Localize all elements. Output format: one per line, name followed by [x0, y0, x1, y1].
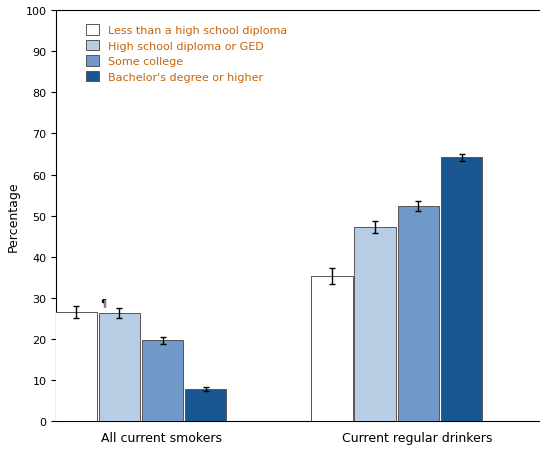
Text: ¶: ¶: [100, 297, 106, 307]
Y-axis label: Percentage: Percentage: [7, 181, 20, 251]
Bar: [441, 158, 482, 421]
Bar: [311, 276, 353, 421]
Bar: [397, 207, 439, 421]
Bar: [56, 313, 97, 421]
Legend: Less than a high school diploma, High school diploma or GED, Some college, Bache: Less than a high school diploma, High sc…: [81, 21, 292, 87]
Bar: [354, 227, 396, 421]
Bar: [99, 313, 140, 421]
Bar: [142, 341, 183, 421]
Bar: [185, 389, 227, 421]
